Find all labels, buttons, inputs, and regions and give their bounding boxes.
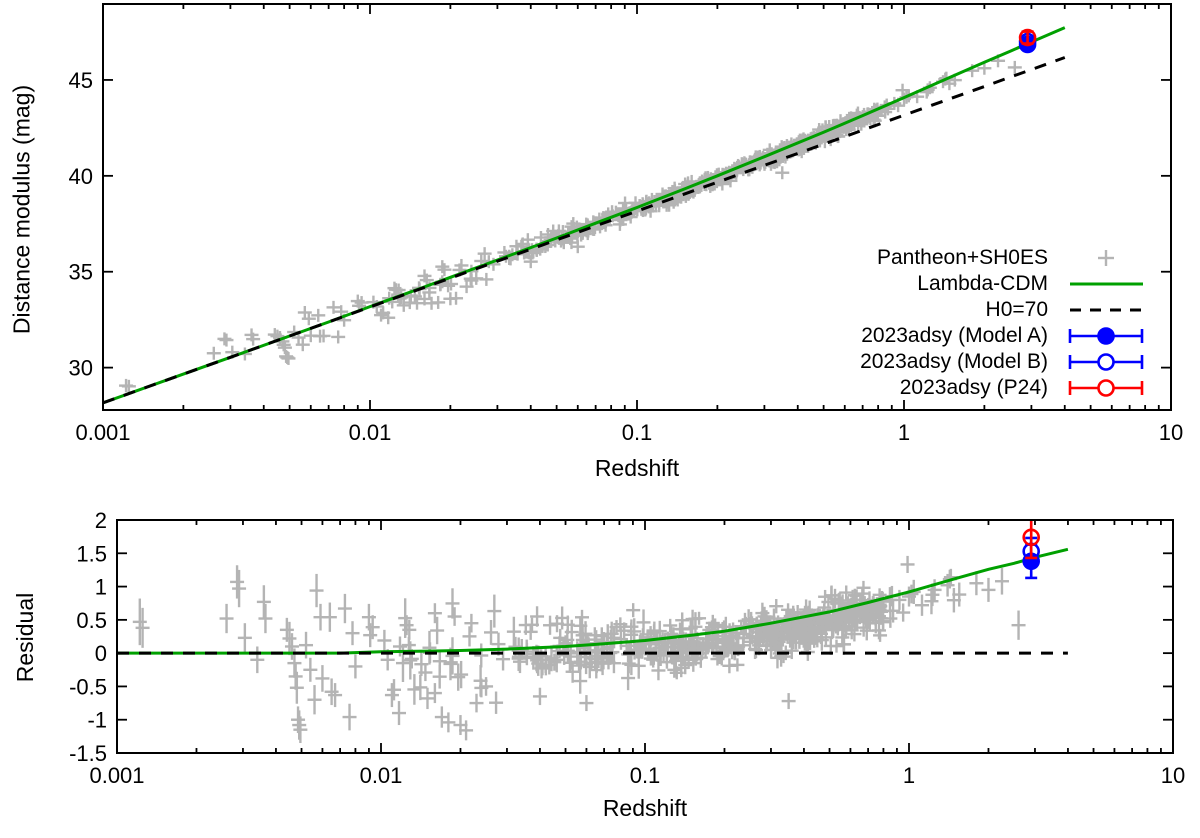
- lambda-cdm-curve: [117, 547, 1069, 655]
- top-y-axis-label: Distance modulus (mag): [8, 84, 35, 335]
- y-tick-label: 1.5: [76, 541, 107, 566]
- y-tick-label: 0.5: [76, 608, 107, 633]
- legend-label: 2023adsy (Model B): [860, 350, 1048, 373]
- ticks: [116, 519, 1174, 754]
- y-tick-label: -1.5: [69, 741, 107, 766]
- x-tick-label: 1: [903, 763, 915, 788]
- sn2023adsy-point: [1022, 520, 1040, 560]
- residual-series: [117, 520, 1069, 744]
- h070-dashed-line-icon: [1070, 308, 1143, 312]
- y-tick-label: 30: [69, 356, 93, 381]
- legend-row-lcdm: Lambda-CDM: [808, 271, 1146, 297]
- x-tick-label: 0.01: [349, 420, 392, 445]
- ticks: [102, 4, 1172, 410]
- x-tick-label: 10: [1161, 763, 1185, 788]
- legend-row-model-a: 2023adsy (Model A): [808, 323, 1146, 349]
- legend-row-h070: H0=70: [808, 297, 1146, 323]
- legend-label: 2023adsy (Model A): [861, 324, 1048, 347]
- tick-labels: 0.001 0.01 0.1 1 10 2 1.5 1 0.5 0 -0.5 -1 -1.5: [69, 508, 1185, 788]
- sn2023adsy-point: [1018, 28, 1037, 47]
- legend-row-p24: 2023adsy (P24): [808, 375, 1146, 401]
- hubble-series: [103, 26, 1066, 405]
- x-tick-label: 0.001: [75, 420, 130, 445]
- bottom-y-axis-label: Residual: [12, 592, 38, 683]
- y-tick-label: 0: [95, 641, 107, 666]
- y-tick-label: 45: [69, 68, 93, 93]
- y-tick-label: 1: [95, 575, 107, 600]
- h0-70-curve: [103, 56, 1066, 405]
- pantheon-points: [132, 555, 1026, 744]
- y-tick-label: 40: [69, 164, 93, 189]
- filled-circle-errorbar-icon: [1068, 327, 1144, 345]
- bottom-x-axis-label: Redshift: [602, 795, 688, 821]
- tick-labels: 0.001 0.01 0.1 1 10 30 35 40 45: [69, 68, 1184, 445]
- y-tick-label: -0.5: [69, 674, 107, 699]
- legend-row-model-b: 2023adsy (Model B): [808, 349, 1146, 375]
- y-tick-label: -1: [87, 708, 107, 733]
- legend-label: Lambda-CDM: [917, 272, 1048, 295]
- pantheon-plus-icon: [1098, 250, 1114, 266]
- x-tick-label: 0.1: [622, 420, 653, 445]
- top-x-axis-label: Redshift: [594, 455, 680, 481]
- x-tick-label: 0.01: [360, 763, 403, 788]
- x-tick-label: 1: [898, 420, 910, 445]
- lcdm-line-icon: [1070, 282, 1143, 286]
- bottom-panel-content: [117, 520, 1069, 744]
- legend-label: 2023adsy (P24): [899, 376, 1048, 399]
- top-panel-content: [103, 26, 1066, 405]
- legend-label: Pantheon+SH0ES: [876, 246, 1048, 269]
- x-tick-label: 0.1: [630, 763, 661, 788]
- legend: Pantheon+SH0ES Lambda-CDM H0=70 2023adsy…: [808, 245, 1146, 401]
- y-tick-label: 2: [95, 508, 107, 533]
- x-tick-label: 10: [1159, 420, 1183, 445]
- y-tick-label: 35: [69, 260, 93, 285]
- legend-label: H0=70: [985, 298, 1048, 321]
- open-circle-errorbar-icon: [1068, 379, 1144, 397]
- legend-row-pantheon: Pantheon+SH0ES: [808, 245, 1146, 271]
- open-circle-errorbar-icon: [1068, 353, 1144, 371]
- x-tick-label: 0.001: [89, 763, 144, 788]
